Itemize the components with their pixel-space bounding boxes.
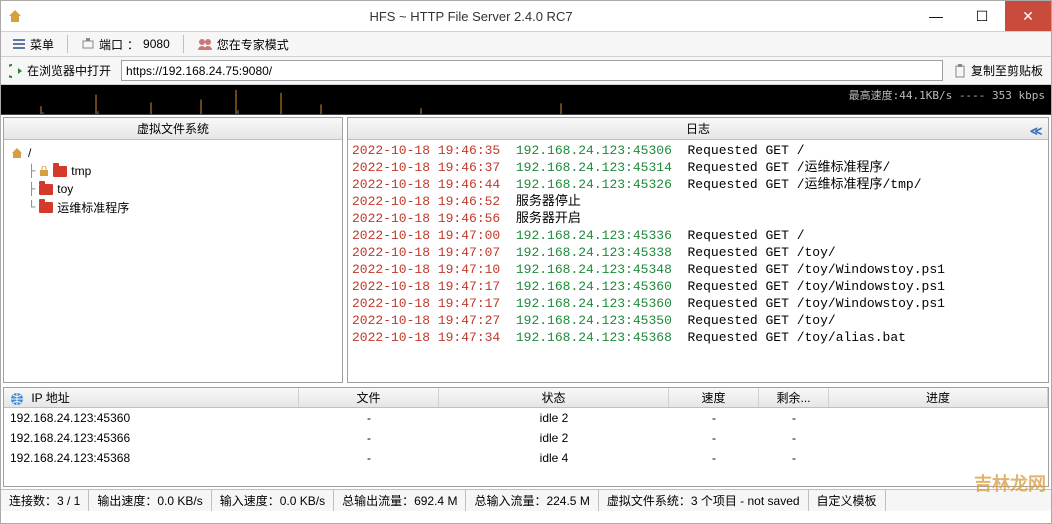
port-button[interactable]: 端口：9080 — [74, 33, 177, 56]
collapse-icon[interactable]: ≪ — [1028, 120, 1044, 136]
window-title: HFS ~ HTTP File Server 2.4.0 RC7 — [29, 9, 913, 24]
bandwidth-graph[interactable]: 最高速度:44.1KB/s ---- 353 kbps — [1, 85, 1051, 115]
app-icon — [7, 8, 23, 24]
vfs-panel: 虚拟文件系统 / ├ tmp ├ toy └ 运维标准程序 — [3, 117, 343, 383]
lock-icon — [39, 166, 49, 176]
col-ip[interactable]: IP 地址 — [4, 388, 299, 407]
connection-row[interactable]: 192.168.24.123:45360 - idle 2 - - — [4, 408, 1048, 428]
tree-item[interactable]: ├ tmp — [10, 162, 336, 180]
clipboard-icon — [953, 64, 967, 78]
log-view[interactable]: 2022-10-18 19:46:35 192.168.24.123:45306… — [348, 140, 1048, 382]
log-title: 日志 — [686, 122, 710, 136]
menu-icon — [12, 37, 26, 51]
menu-button[interactable]: 菜单 — [5, 33, 61, 56]
log-row[interactable]: 2022-10-18 19:46:56 服务器开启 — [352, 210, 1044, 227]
expert-icon — [197, 37, 213, 51]
vfs-header[interactable]: 虚拟文件系统 — [4, 118, 342, 140]
tree-item[interactable]: └ 运维标准程序 — [10, 198, 336, 216]
status-inspeed: 输入速度：0.0 KB/s — [212, 490, 334, 511]
port-label: 端口 — [99, 36, 123, 53]
divider — [67, 35, 68, 53]
log-row[interactable]: 2022-10-18 19:47:34 192.168.24.123:45368… — [352, 329, 1044, 346]
watermark: 吉林龙网 — [974, 470, 1046, 496]
log-row[interactable]: 2022-10-18 19:47:17 192.168.24.123:45360… — [352, 278, 1044, 295]
folder-icon — [39, 202, 53, 213]
globe-icon — [10, 392, 24, 406]
log-row[interactable]: 2022-10-18 19:47:10 192.168.24.123:45348… — [352, 261, 1044, 278]
log-row[interactable]: 2022-10-18 19:47:00 192.168.24.123:45336… — [352, 227, 1044, 244]
port-icon — [81, 37, 95, 51]
connections-panel: IP 地址 文件 状态 速度 剩余... 进度 192.168.24.123:4… — [3, 387, 1049, 487]
log-header[interactable]: 日志 ≪ — [348, 118, 1048, 140]
status-out: 总输出流量：692.4 M — [334, 490, 466, 511]
connection-row[interactable]: 192.168.24.123:45366 - idle 2 - - — [4, 428, 1048, 448]
open-browser-button[interactable]: 在浏览器中打开 — [5, 60, 115, 81]
folder-icon — [39, 184, 53, 195]
vfs-title: 虚拟文件系统 — [137, 122, 209, 136]
status-connections: 连接数：3 / 1 — [1, 490, 89, 511]
status-outspeed: 输出速度：0.0 KB/s — [89, 490, 211, 511]
log-row[interactable]: 2022-10-18 19:47:27 192.168.24.123:45350… — [352, 312, 1044, 329]
log-row[interactable]: 2022-10-18 19:46:52 服务器停止 — [352, 193, 1044, 210]
connections-header: IP 地址 文件 状态 速度 剩余... 进度 — [4, 388, 1048, 408]
menubar: 菜单 端口：9080 您在专家模式 — [1, 31, 1051, 57]
log-row[interactable]: 2022-10-18 19:46:37 192.168.24.123:45314… — [352, 159, 1044, 176]
titlebar: HFS ~ HTTP File Server 2.4.0 RC7 — ☐ ✕ — [1, 1, 1051, 31]
copy-clipboard-button[interactable]: 复制至剪贴板 — [949, 60, 1047, 81]
status-bar: 连接数：3 / 1 输出速度：0.0 KB/s 输入速度：0.0 KB/s 总输… — [1, 489, 1051, 511]
expert-mode-button[interactable]: 您在专家模式 — [190, 33, 296, 56]
col-status[interactable]: 状态 — [439, 388, 669, 407]
col-prog[interactable]: 进度 — [829, 388, 1048, 407]
open-icon — [9, 64, 23, 78]
log-row[interactable]: 2022-10-18 19:46:35 192.168.24.123:45306… — [352, 142, 1044, 159]
expert-label: 您在专家模式 — [217, 36, 289, 53]
tree-item[interactable]: ├ toy — [10, 180, 336, 198]
col-file[interactable]: 文件 — [299, 388, 439, 407]
port-value: 9080 — [143, 37, 170, 51]
open-label: 在浏览器中打开 — [27, 62, 111, 79]
url-input[interactable] — [121, 60, 943, 81]
col-left[interactable]: 剩余... — [759, 388, 829, 407]
maximize-button[interactable]: ☐ — [959, 1, 1005, 31]
status-in: 总输入流量：224.5 M — [466, 490, 598, 511]
tree-root[interactable]: / — [10, 144, 336, 162]
connection-row[interactable]: 192.168.24.123:45368 - idle 4 - - — [4, 448, 1048, 468]
log-row[interactable]: 2022-10-18 19:47:07 192.168.24.123:45338… — [352, 244, 1044, 261]
col-speed[interactable]: 速度 — [669, 388, 759, 407]
vfs-tree[interactable]: / ├ tmp ├ toy └ 运维标准程序 — [4, 140, 342, 382]
address-bar: 在浏览器中打开 复制至剪贴板 — [1, 57, 1051, 85]
log-row[interactable]: 2022-10-18 19:46:44 192.168.24.123:45326… — [352, 176, 1044, 193]
status-vfs: 虚拟文件系统：3 个项目 - not saved — [599, 490, 809, 511]
status-template: 自定义模板 — [809, 490, 886, 511]
minimize-button[interactable]: — — [913, 1, 959, 31]
copy-label: 复制至剪贴板 — [971, 62, 1043, 79]
divider — [183, 35, 184, 53]
home-icon — [10, 146, 24, 160]
close-button[interactable]: ✕ — [1005, 1, 1051, 31]
log-row[interactable]: 2022-10-18 19:47:17 192.168.24.123:45360… — [352, 295, 1044, 312]
graph-label: 最高速度:44.1KB/s ---- 353 kbps — [849, 87, 1045, 103]
menu-label: 菜单 — [30, 36, 54, 53]
log-panel: 日志 ≪ 2022-10-18 19:46:35 192.168.24.123:… — [347, 117, 1049, 383]
folder-icon — [53, 166, 67, 177]
main-area: 虚拟文件系统 / ├ tmp ├ toy └ 运维标准程序 日志 ≪ 2022-… — [1, 115, 1051, 385]
